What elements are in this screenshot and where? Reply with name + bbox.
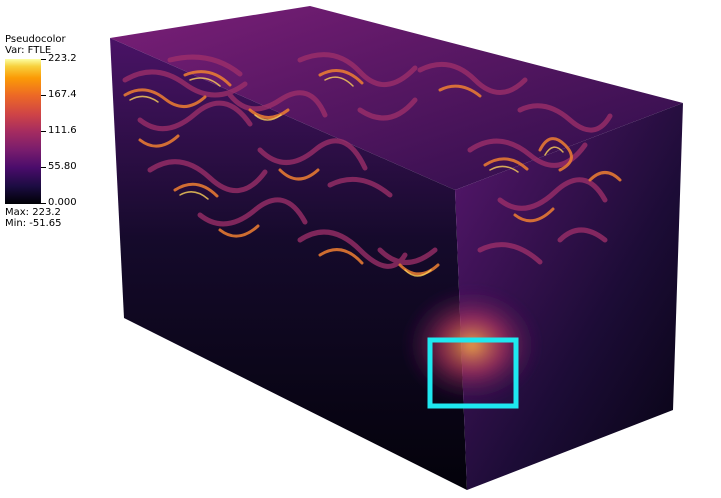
legend-tick	[41, 167, 46, 168]
ftle-hotspot-glow	[402, 285, 542, 405]
legend-max: Max: 223.2	[5, 207, 61, 218]
legend-tick	[41, 59, 46, 60]
legend-title: Pseudocolor	[5, 34, 66, 45]
legend-min: Min: -51.65	[5, 218, 62, 229]
region-highlight-box[interactable]	[427, 337, 519, 409]
legend-tick-label: 55.80	[48, 161, 77, 172]
volume-top-face	[110, 6, 683, 190]
legend-color-bar	[5, 59, 41, 204]
legend-tick	[41, 131, 46, 132]
legend-variable: Var: FTLE	[5, 45, 52, 56]
legend-tick	[41, 95, 46, 96]
legend-tick-label: 167.4	[48, 89, 77, 100]
legend-tick	[41, 203, 46, 204]
legend-tick-label: 111.6	[48, 125, 77, 136]
legend-tick-label: 223.2	[48, 53, 77, 64]
ftle-swirl-texture	[122, 52, 622, 277]
legend-tick-label: 0.000	[48, 197, 77, 208]
volume-front-face	[110, 38, 467, 490]
